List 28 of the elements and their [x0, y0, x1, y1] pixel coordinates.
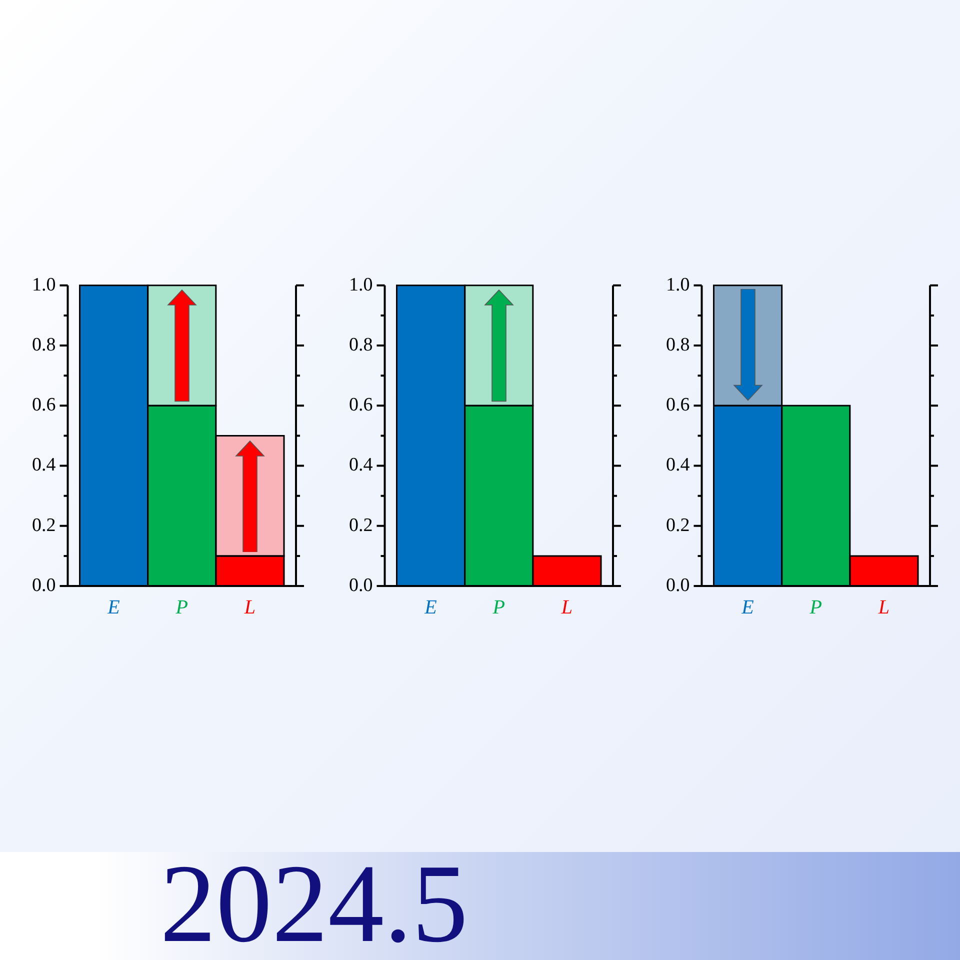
y-tick-label: 0.4	[32, 454, 56, 476]
y-tick-label: 0.2	[32, 514, 56, 536]
x-tick-label: L	[243, 596, 256, 618]
y-tick-label: 0.2	[349, 514, 373, 536]
y-tick-label: 0.4	[666, 454, 690, 476]
y-tick-label: 0.8	[666, 334, 690, 356]
x-tick-label: L	[877, 596, 890, 618]
y-tick-label: 0.0	[349, 574, 373, 596]
y-tick-label: 0.8	[349, 334, 373, 356]
x-tick-label: E	[106, 596, 120, 618]
y-tick-label: 0.6	[32, 394, 56, 416]
y-tick-label: 0.0	[666, 574, 690, 596]
x-tick-label: E	[424, 596, 437, 618]
y-tick-label: 0.8	[32, 334, 56, 356]
y-tick-label: 0.4	[349, 454, 374, 476]
y-tick-label: 0.0	[32, 574, 56, 596]
y-tick-label: 1.0	[349, 274, 373, 296]
y-tick-label: 1.0	[32, 274, 56, 296]
x-tick-label: E	[740, 596, 754, 618]
y-tick-label: 0.6	[349, 394, 373, 416]
y-tick-label: 0.2	[666, 514, 690, 536]
text: 2024.5	[160, 842, 468, 960]
x-tick-label: P	[174, 596, 188, 618]
x-tick-label: L	[560, 596, 573, 618]
x-tick-label: P	[808, 596, 822, 618]
x-tick-label: P	[492, 596, 505, 618]
y-tick-label: 0.6	[666, 394, 690, 416]
y-tick-label: 1.0	[666, 274, 690, 296]
